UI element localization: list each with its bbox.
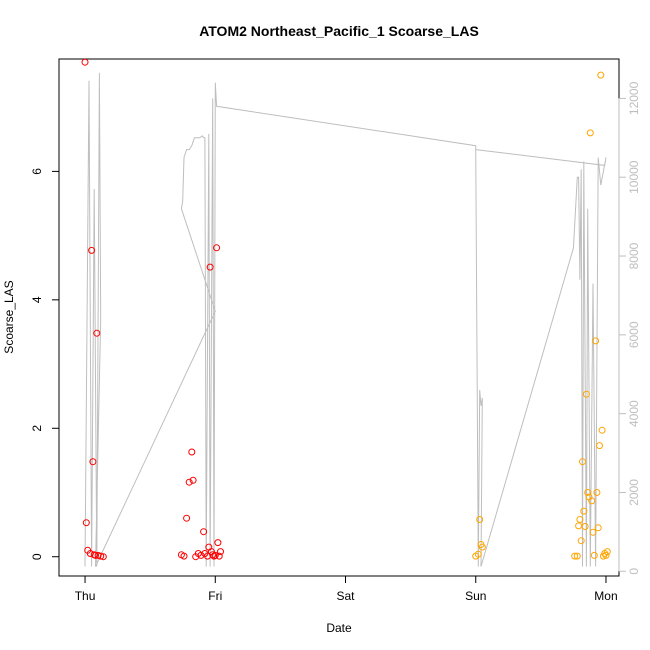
data-point [185, 478, 193, 486]
data-point [575, 522, 583, 530]
data-point [588, 497, 596, 505]
data-point [188, 448, 196, 456]
x-tick-label: Fri [208, 589, 222, 603]
data-point [590, 551, 598, 559]
y2-tick-label: 4000 [627, 400, 641, 427]
data-point [189, 476, 197, 484]
chart-title: ATOM2 Northeast_Pacific_1 Scoarse_LAS [199, 23, 479, 39]
data-point [93, 329, 101, 337]
data-point [584, 489, 592, 496]
data-point [582, 390, 590, 398]
data-point [592, 337, 600, 345]
y-axis-label: Scoarse_LAS [2, 280, 16, 353]
data-point [197, 551, 205, 559]
y2-tick-label: 0 [627, 568, 641, 575]
line-series [84, 72, 607, 567]
y-tick-label: 6 [30, 168, 44, 175]
data-point [215, 552, 223, 560]
data-point [586, 129, 594, 137]
data-point [597, 71, 605, 79]
data-point [573, 552, 581, 560]
data-point [214, 539, 222, 547]
data-point [99, 553, 107, 561]
data-point [596, 442, 603, 450]
data-point [576, 516, 584, 523]
x-axis-label: Date [326, 621, 352, 635]
y2-tick-label: 6000 [627, 321, 641, 348]
point-series [81, 58, 611, 561]
data-point [602, 551, 610, 559]
data-point [81, 58, 89, 66]
data-point [200, 528, 208, 536]
series-line [84, 72, 607, 567]
data-point [183, 514, 191, 522]
data-point [92, 551, 99, 559]
x-tick-label: Sun [465, 589, 486, 603]
data-point [217, 548, 224, 556]
data-point [82, 519, 90, 527]
data-point [206, 263, 214, 271]
data-point [571, 552, 579, 560]
data-point [589, 528, 597, 536]
y-tick-label: 4 [30, 296, 44, 303]
y-tick-label: 2 [30, 425, 44, 432]
data-point [209, 551, 217, 559]
data-point [594, 524, 602, 532]
data-point [476, 516, 484, 523]
plot-frame [58, 58, 620, 577]
y2-tick-label: 12000 [627, 81, 641, 115]
data-point [88, 246, 96, 254]
x-tick-label: Thu [75, 589, 96, 603]
data-point [577, 537, 585, 545]
data-point [474, 550, 482, 558]
y2-tick-label: 8000 [627, 242, 641, 269]
x-tick-label: Mon [594, 589, 617, 603]
data-point [97, 552, 105, 560]
data-point [603, 548, 611, 556]
data-point [213, 244, 221, 252]
y-tick-label: 0 [30, 553, 44, 560]
data-point [580, 507, 588, 515]
y2-tick-label: 10000 [627, 160, 641, 194]
data-point [89, 458, 97, 466]
data-point [211, 551, 219, 559]
y2-tick-label: 2000 [627, 479, 641, 506]
x-tick-label: Sat [337, 589, 356, 603]
axes: Thu Fri Sat Sun Mon 0 2 4 6 0 2000 4000 6000 8000 1000… [30, 81, 641, 603]
data-point [593, 489, 601, 496]
data-point [598, 426, 606, 434]
data-point [579, 458, 586, 466]
data-point [581, 523, 589, 530]
data-point [180, 552, 188, 560]
data-point [478, 543, 486, 551]
